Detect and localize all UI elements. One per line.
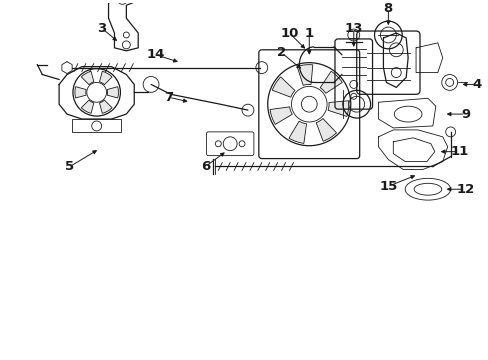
Text: 1: 1: [304, 27, 313, 40]
Wedge shape: [320, 71, 342, 93]
Text: 11: 11: [449, 145, 468, 158]
Text: 14: 14: [146, 48, 165, 61]
Text: 13: 13: [344, 22, 362, 35]
Text: 9: 9: [460, 108, 469, 121]
Text: 5: 5: [65, 160, 74, 173]
Text: 6: 6: [201, 160, 210, 173]
Wedge shape: [107, 87, 118, 98]
Text: 7: 7: [164, 91, 173, 104]
Wedge shape: [99, 71, 112, 85]
Text: 2: 2: [276, 46, 285, 59]
Wedge shape: [272, 77, 294, 97]
FancyBboxPatch shape: [258, 50, 359, 159]
Wedge shape: [75, 87, 86, 98]
Text: 8: 8: [383, 2, 392, 15]
Text: 12: 12: [455, 183, 474, 196]
Wedge shape: [269, 107, 292, 125]
Wedge shape: [81, 71, 94, 85]
Wedge shape: [297, 65, 312, 85]
Text: 4: 4: [472, 78, 481, 91]
Wedge shape: [288, 121, 306, 143]
Wedge shape: [99, 100, 112, 113]
Text: 10: 10: [280, 27, 298, 40]
Wedge shape: [327, 101, 348, 116]
Bar: [72, 119, 121, 132]
Wedge shape: [81, 100, 94, 113]
Wedge shape: [316, 118, 336, 141]
Text: 3: 3: [97, 22, 106, 35]
Text: 15: 15: [379, 180, 397, 193]
